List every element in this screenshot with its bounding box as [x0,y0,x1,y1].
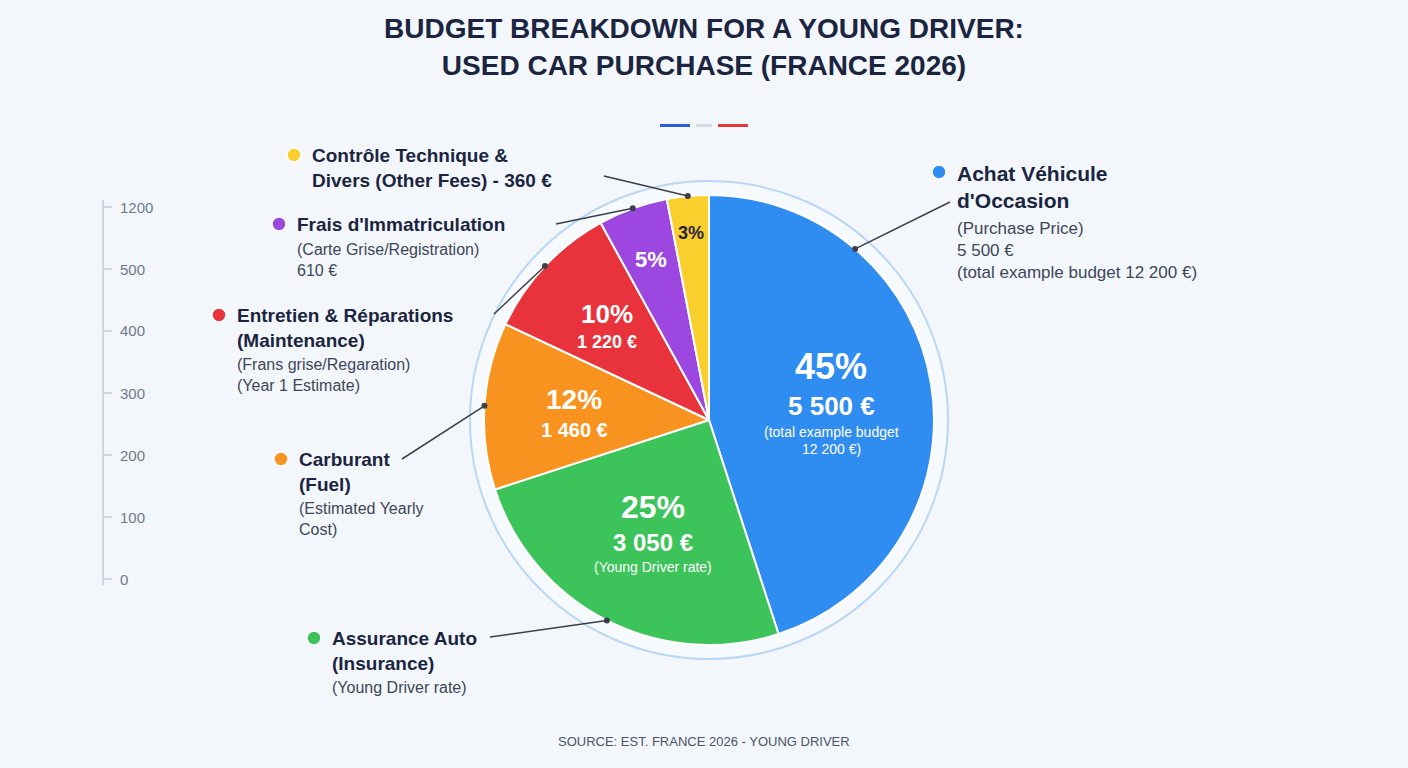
svg-text:3 050 €: 3 050 € [613,529,693,556]
svg-text:Frais d'Immatriculation: Frais d'Immatriculation [297,214,505,235]
svg-text:10%: 10% [581,299,633,329]
svg-text:12%: 12% [546,384,602,415]
svg-text:3%: 3% [678,223,704,243]
svg-text:(Young Driver rate): (Young Driver rate) [594,559,712,575]
svg-text:(Carte Grise/Registration)610: (Carte Grise/Registration)610 € [297,241,479,279]
svg-text:200: 200 [120,447,145,464]
svg-text:0: 0 [120,571,128,588]
svg-text:(Young Driver rate): (Young Driver rate) [332,679,467,696]
svg-text:1200: 1200 [120,199,153,216]
svg-text:Entretien & Réparations(Mainte: Entretien & Réparations(Maintenance) [237,305,453,351]
svg-text:1 460 €: 1 460 € [541,419,608,441]
svg-text:300: 300 [120,385,145,402]
svg-text:(Purchase Price)5 500 €(total: (Purchase Price)5 500 €(total example bu… [957,219,1197,282]
svg-text:SOURCE: EST. FRANCE 2026 - YOU: SOURCE: EST. FRANCE 2026 - YOUNG DRIVER [558,734,850,749]
svg-text:(Frans grise/Regaration)(Year: (Frans grise/Regaration)(Year 1 Estimate… [237,356,410,394]
svg-text:25%: 25% [621,489,685,525]
svg-text:12 200 €): 12 200 €) [802,441,861,457]
svg-text:1 220 €: 1 220 € [577,332,637,352]
svg-text:(total example budget: (total example budget [764,424,899,440]
svg-text:Carburant(Fuel): Carburant(Fuel) [299,449,390,495]
svg-text:500: 500 [120,261,145,278]
svg-text:Achat Véhiculed'Occasion: Achat Véhiculed'Occasion [957,162,1108,212]
svg-text:Contrôle Technique &Divers (Ot: Contrôle Technique &Divers (Other Fees) … [312,145,552,191]
svg-text:45%: 45% [795,346,867,387]
svg-text:5 500 €: 5 500 € [788,391,875,421]
svg-text:5%: 5% [635,247,667,272]
svg-text:Assurance Auto(Insurance): Assurance Auto(Insurance) [332,628,477,674]
svg-text:400: 400 [120,322,145,339]
svg-text:100: 100 [120,509,145,526]
svg-text:BUDGET BREAKDOWN FOR A YOUNG D: BUDGET BREAKDOWN FOR A YOUNG DRIVER:USED… [384,13,1024,80]
svg-text:(Estimated YearlyCost): (Estimated YearlyCost) [299,500,424,538]
